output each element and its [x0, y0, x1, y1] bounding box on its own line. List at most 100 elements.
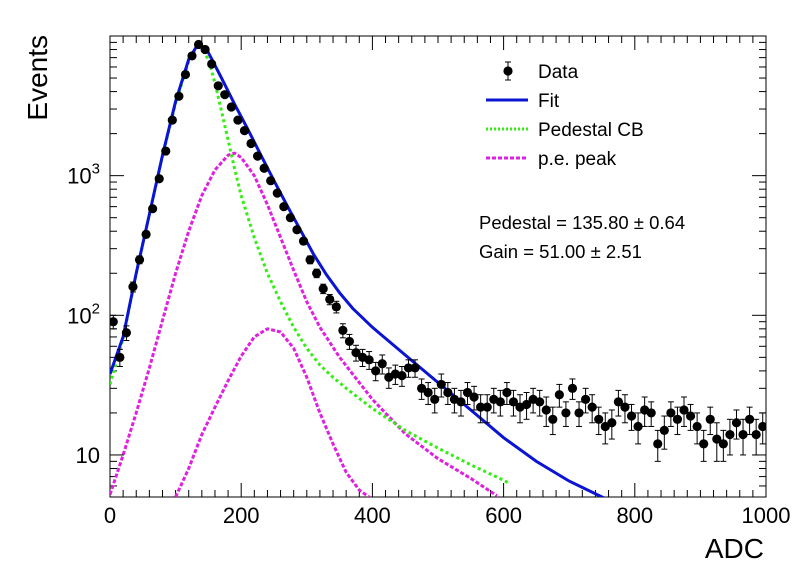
legend: Data Fit Pedestal CB p.e. peak [486, 61, 644, 170]
data-point [646, 408, 656, 418]
data-point [482, 402, 492, 412]
data-point [692, 421, 702, 432]
data-point [325, 294, 335, 304]
legend-marker [503, 66, 513, 76]
data-point [344, 336, 355, 347]
data-point [541, 405, 551, 415]
data-point [502, 387, 512, 398]
data-point [613, 397, 624, 407]
data-point [672, 414, 683, 424]
data-point [574, 408, 584, 418]
data-point [351, 348, 361, 358]
data-point [110, 317, 118, 327]
data-point [443, 387, 453, 398]
legend-label: Data [538, 62, 579, 83]
data-point [338, 325, 348, 335]
data-point [331, 302, 341, 312]
data-point [705, 414, 715, 424]
legend-label: p.e. peak [538, 149, 617, 170]
data-point [154, 174, 164, 184]
y-tick-exponent: 2 [92, 300, 100, 317]
data-point [712, 434, 722, 444]
data-point [462, 387, 473, 398]
data-point [371, 366, 381, 376]
data-point [581, 394, 591, 404]
fit-results: Pedestal = 135.80 ± 0.64 Gain = 51.00 ± 2… [479, 212, 685, 262]
x-tick-label: 400 [354, 503, 391, 528]
data-point [253, 151, 263, 161]
x-tick-label: 1000 [742, 503, 791, 528]
data-point [685, 411, 696, 421]
data-point [535, 397, 545, 407]
data-point [259, 163, 269, 173]
data-point [456, 397, 466, 407]
y-tick-base: 10 [67, 303, 91, 328]
data-point [128, 282, 138, 292]
data-point [745, 414, 755, 424]
data-point [633, 421, 643, 432]
series-line-p-e-peak-1 [110, 151, 498, 497]
data-point [725, 429, 735, 440]
data-point [430, 394, 440, 404]
x-tick-label: 200 [223, 503, 260, 528]
data-point [161, 146, 171, 156]
data-point [699, 439, 709, 449]
data-point [626, 411, 637, 421]
data-point [751, 429, 761, 440]
data-point [292, 225, 302, 235]
data-point [594, 414, 604, 424]
data-point [417, 383, 427, 393]
data-point [305, 255, 315, 265]
y-tick-label: 10 [76, 443, 100, 468]
data-point [495, 397, 505, 407]
data-point [312, 268, 322, 278]
fit-result-text: Gain = 51.00 ± 2.51 [479, 241, 642, 262]
data-point [607, 418, 617, 428]
data-point [115, 352, 125, 362]
data-point [213, 81, 223, 91]
data-point [318, 284, 328, 294]
data-point [587, 402, 597, 412]
data-point [246, 138, 256, 149]
x-tick-label: 800 [616, 503, 653, 528]
series-line-p-e-peak-2 [174, 327, 370, 497]
data-point [731, 418, 742, 428]
data-point [279, 202, 289, 212]
data-point [436, 379, 446, 390]
data-point [298, 236, 309, 246]
data-point [620, 402, 630, 412]
y-tick-label: 103 [67, 161, 100, 189]
data-point [508, 397, 519, 407]
fit-result-text: Pedestal = 135.80 ± 0.64 [479, 212, 685, 233]
data-point [148, 204, 158, 214]
data-point [233, 115, 243, 125]
data-point [476, 402, 486, 412]
data-point [364, 355, 374, 365]
data-point [180, 69, 191, 80]
legend-label: Fit [538, 91, 560, 112]
x-tick-label: 0 [104, 503, 116, 528]
data-point [679, 405, 689, 415]
data-point [187, 51, 197, 61]
series-line-pedestal-cb [110, 41, 511, 486]
data-point [423, 387, 433, 398]
data-point [738, 429, 748, 440]
data-point [285, 213, 295, 223]
data-point [403, 363, 414, 373]
y-tick-label: 102 [67, 300, 100, 328]
data-point [666, 408, 676, 418]
data-point [377, 359, 387, 369]
data-point [659, 425, 669, 435]
data-point [226, 102, 236, 112]
data-point [134, 255, 145, 265]
data-point [469, 392, 479, 402]
data-point [554, 390, 564, 400]
data-point [167, 115, 177, 125]
x-axis-label: ADC [705, 533, 764, 564]
data-point [561, 408, 571, 418]
data-point [174, 91, 184, 101]
y-tick-base: 10 [67, 164, 91, 189]
data-point [121, 328, 131, 338]
